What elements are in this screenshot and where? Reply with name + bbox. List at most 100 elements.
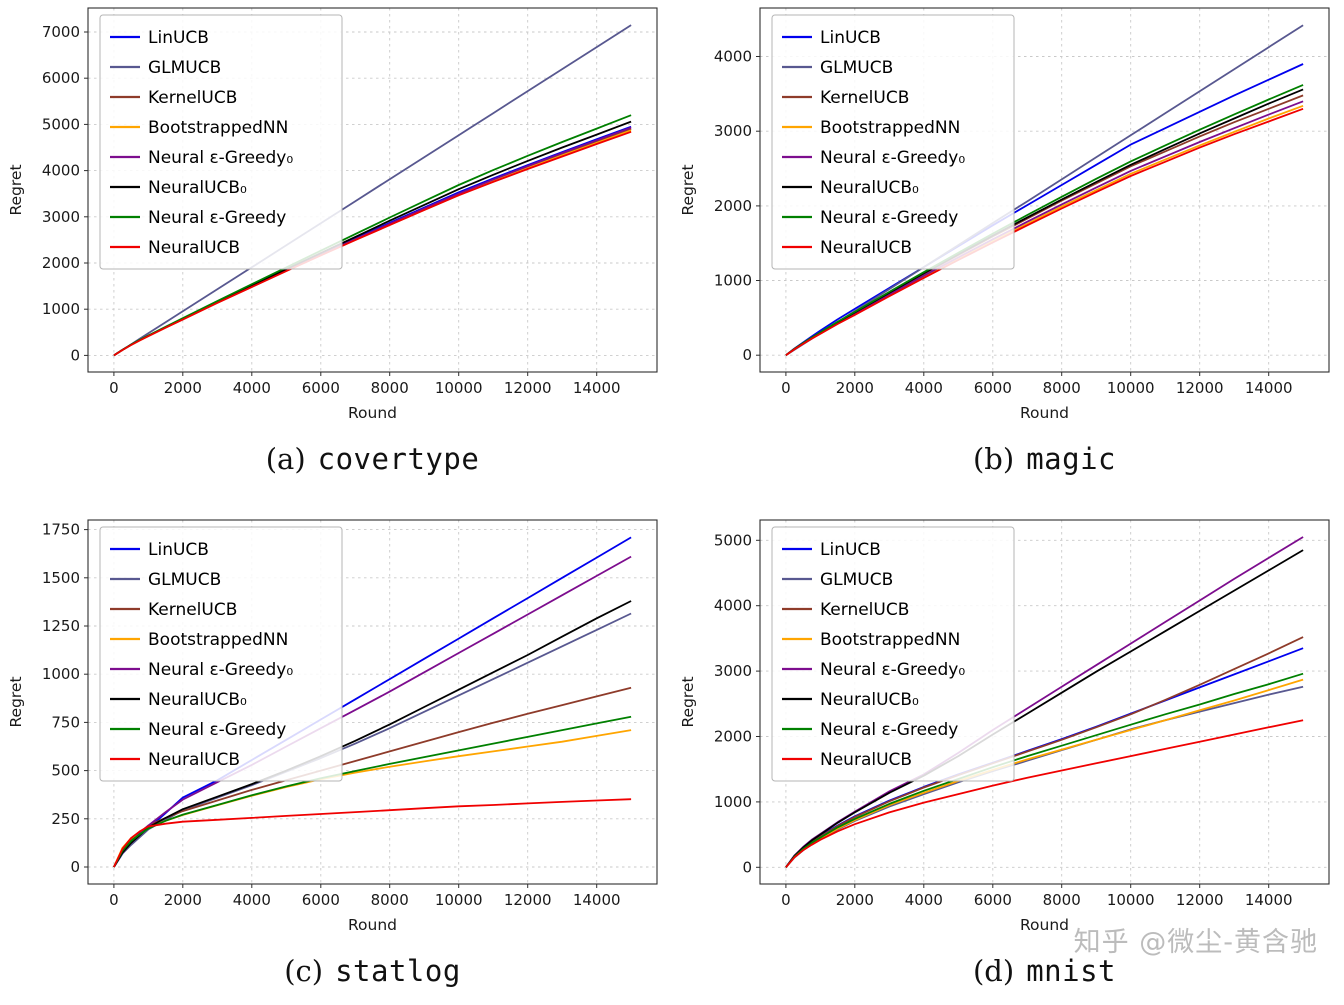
chart-mnist: 0 2000 4000 6000 8000 10000 12000 14000 0 1000 200… bbox=[672, 512, 1344, 950]
legend: LinUCB GLMUCB KernelUCB BootstrappedNN Neura… bbox=[771, 14, 1015, 270]
x-tick-label: 0 bbox=[109, 379, 119, 397]
axis-ticks: 0 2000 4000 6000 8000 10000 12000 14000 0 1000 200… bbox=[714, 48, 1293, 398]
caption-c: (c) statlog bbox=[0, 954, 672, 988]
chart-svg-covertype: 0 2000 4000 6000 8000 10000 12000 14000 0 1000 200… bbox=[7, 7, 658, 422]
x-tick-label: 6000 bbox=[974, 379, 1012, 397]
legend-label: BootstrappedNN bbox=[820, 118, 960, 138]
caption-dataset-d: mnist bbox=[1026, 954, 1116, 988]
figure-magic: 0 2000 4000 6000 8000 10000 12000 14000 0 1000 200… bbox=[672, 0, 1344, 476]
plot-frame bbox=[759, 519, 1330, 885]
y-tick-label: 1000 bbox=[42, 665, 80, 683]
y-tick-label: 1000 bbox=[42, 300, 80, 318]
y-tick-label: 7000 bbox=[42, 23, 80, 41]
x-tick-label: 10000 bbox=[1107, 891, 1155, 909]
legend-box bbox=[771, 14, 1015, 270]
y-tick-label: 500 bbox=[51, 762, 80, 780]
legend-label: GLMUCB bbox=[148, 570, 221, 590]
x-axis-label: Round bbox=[348, 916, 397, 934]
legend-label: LinUCB bbox=[148, 28, 209, 48]
y-tick-label: 2000 bbox=[714, 197, 752, 215]
y-axis-label: Regret bbox=[7, 676, 25, 727]
legend-label: Neural ε-Greedy bbox=[148, 208, 286, 228]
y-tick-label: 3000 bbox=[714, 122, 752, 140]
y-tick-label: 0 bbox=[742, 346, 752, 364]
watermark: 知乎 @微尘-黄含驰 bbox=[1073, 927, 1318, 958]
caption-a: (a) covertype bbox=[0, 442, 672, 476]
axis-ticks: 0 2000 4000 6000 8000 10000 12000 14000 0 1000 200… bbox=[42, 23, 621, 397]
x-tick-label: 14000 bbox=[1245, 891, 1293, 909]
x-tick-label: 4000 bbox=[905, 379, 943, 397]
y-tick-label: 4000 bbox=[714, 597, 752, 615]
legend-label: LinUCB bbox=[820, 540, 881, 560]
x-tick-label: 8000 bbox=[1043, 891, 1081, 909]
x-tick-label: 2000 bbox=[164, 379, 202, 397]
y-axis-label: Regret bbox=[7, 164, 25, 215]
legend-label: NeuralUCB₀ bbox=[148, 178, 247, 198]
legend-label: KernelUCB bbox=[820, 600, 909, 620]
x-tick-label: 12000 bbox=[504, 891, 552, 909]
chart-svg-statlog: 0 2000 4000 6000 8000 10000 12000 14000 0 250 500 7… bbox=[7, 519, 658, 934]
x-tick-label: 0 bbox=[781, 379, 791, 397]
chart-magic: 0 2000 4000 6000 8000 10000 12000 14000 0 1000 200… bbox=[672, 0, 1344, 438]
x-tick-label: 12000 bbox=[1176, 379, 1224, 397]
x-tick-label: 4000 bbox=[905, 891, 943, 909]
x-tick-label: 8000 bbox=[371, 379, 409, 397]
y-tick-label: 1000 bbox=[714, 793, 752, 811]
y-tick-label: 2000 bbox=[42, 254, 80, 272]
caption-dataset-c: statlog bbox=[335, 954, 461, 988]
legend-label: Neural ε-Greedy bbox=[148, 720, 286, 740]
legend-label: NeuralUCB bbox=[820, 238, 912, 258]
legend-label: KernelUCB bbox=[820, 88, 909, 108]
y-tick-label: 250 bbox=[51, 810, 80, 828]
x-tick-label: 0 bbox=[781, 891, 791, 909]
legend-label: NeuralUCB₀ bbox=[820, 690, 919, 710]
x-axis-label: Round bbox=[1020, 916, 1069, 934]
axis-ticks: 0 2000 4000 6000 8000 10000 12000 14000 0 1000 200… bbox=[714, 531, 1293, 909]
y-axis-label: Regret bbox=[679, 164, 697, 215]
legend-label: NeuralUCB₀ bbox=[820, 178, 919, 198]
x-tick-label: 2000 bbox=[164, 891, 202, 909]
y-tick-label: 3000 bbox=[42, 208, 80, 226]
y-axis-label: Regret bbox=[679, 676, 697, 727]
legend-label: Neural ε-Greedy₀ bbox=[820, 660, 965, 680]
x-axis-label: Round bbox=[1020, 404, 1069, 422]
chart-svg-mnist: 0 2000 4000 6000 8000 10000 12000 14000 0 1000 200… bbox=[679, 519, 1330, 934]
y-tick-label: 0 bbox=[70, 346, 80, 364]
legend-label: NeuralUCB bbox=[148, 238, 240, 258]
chart-svg-magic: 0 2000 4000 6000 8000 10000 12000 14000 0 1000 200… bbox=[679, 7, 1330, 422]
x-tick-label: 10000 bbox=[435, 891, 483, 909]
x-tick-label: 14000 bbox=[573, 379, 621, 397]
legend-label: Neural ε-Greedy bbox=[820, 208, 958, 228]
x-tick-label: 0 bbox=[109, 891, 119, 909]
plot-frame bbox=[87, 519, 658, 885]
x-tick-label: 12000 bbox=[504, 379, 552, 397]
y-tick-label: 1500 bbox=[42, 569, 80, 587]
y-tick-label: 2000 bbox=[714, 728, 752, 746]
legend: LinUCB GLMUCB KernelUCB BootstrappedNN Neura… bbox=[99, 526, 343, 782]
legend-label: NeuralUCB₀ bbox=[148, 690, 247, 710]
x-tick-label: 14000 bbox=[573, 891, 621, 909]
y-tick-label: 1750 bbox=[42, 521, 80, 539]
y-tick-label: 3000 bbox=[714, 662, 752, 680]
x-tick-label: 8000 bbox=[371, 891, 409, 909]
legend-label: LinUCB bbox=[148, 540, 209, 560]
legend-label: BootstrappedNN bbox=[148, 630, 288, 650]
x-tick-label: 8000 bbox=[1043, 379, 1081, 397]
plot-frame bbox=[87, 7, 658, 373]
x-tick-label: 10000 bbox=[1107, 379, 1155, 397]
x-tick-label: 14000 bbox=[1245, 379, 1293, 397]
x-axis-label: Round bbox=[348, 404, 397, 422]
legend: LinUCB GLMUCB KernelUCB BootstrappedNN Neura… bbox=[771, 526, 1015, 782]
legend-label: LinUCB bbox=[820, 28, 881, 48]
legend-label: Neural ε-Greedy₀ bbox=[820, 148, 965, 168]
figure-mnist: 0 2000 4000 6000 8000 10000 12000 14000 0 1000 200… bbox=[672, 512, 1344, 988]
y-tick-label: 5000 bbox=[42, 115, 80, 133]
caption-dataset-b: magic bbox=[1026, 442, 1116, 476]
figure-statlog: 0 2000 4000 6000 8000 10000 12000 14000 0 250 500 7… bbox=[0, 512, 672, 988]
y-tick-label: 4000 bbox=[714, 48, 752, 66]
legend-label: BootstrappedNN bbox=[820, 630, 960, 650]
legend-label: GLMUCB bbox=[148, 58, 221, 78]
legend-label: NeuralUCB bbox=[820, 750, 912, 770]
x-tick-label: 4000 bbox=[233, 891, 271, 909]
